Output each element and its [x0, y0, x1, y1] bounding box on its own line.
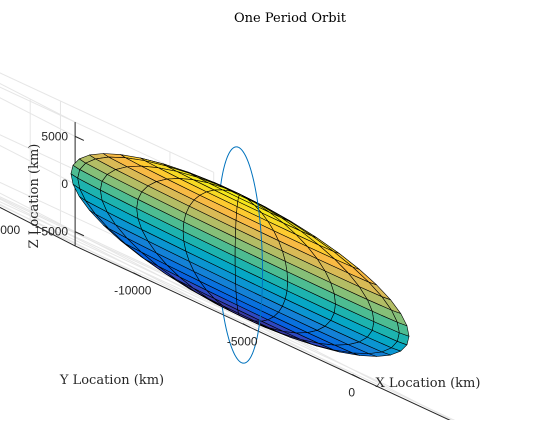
z-tick-label: -5000	[37, 225, 68, 239]
pane-edge	[0, 196, 214, 297]
y-axis-line	[0, 206, 76, 247]
x-axis-label: X Location (km)	[376, 376, 481, 391]
grid-line	[0, 97, 76, 137]
sphere-patch	[234, 246, 288, 282]
pane-edge	[0, 72, 214, 173]
grid-line	[0, 204, 394, 389]
y-tick	[30, 222, 40, 228]
z-tick-label: 0	[61, 177, 68, 191]
labels-layer: One Period Orbit X Location (km) Y Locat…	[0, 11, 481, 399]
grid-line	[0, 197, 244, 312]
grid-line	[0, 192, 76, 233]
x-tick-label: -5000	[227, 334, 258, 348]
z-axis-label: Z Location (km)	[27, 144, 42, 249]
z-tick-label: 5000	[41, 129, 68, 143]
chart-title: One Period Orbit	[234, 11, 347, 26]
orbit-front-layer	[238, 146, 264, 364]
z-tick	[74, 135, 85, 141]
x-tick-label: 0	[348, 385, 355, 399]
grid-line	[30, 222, 466, 425]
pane-edge	[0, 83, 76, 123]
x-tick-label: -10000	[114, 284, 152, 298]
z-tick	[74, 231, 85, 237]
sphere-surface	[70, 153, 410, 357]
grid-line	[0, 144, 76, 185]
grid-line	[0, 86, 214, 188]
x-tick	[242, 323, 251, 328]
orbit-line	[238, 146, 264, 364]
x-tick	[133, 272, 142, 277]
y-tick-label: -5000	[0, 223, 21, 237]
x-axis-line	[74, 245, 462, 425]
y-axis-label: Y Location (km)	[59, 373, 164, 388]
x-tick	[351, 374, 360, 379]
